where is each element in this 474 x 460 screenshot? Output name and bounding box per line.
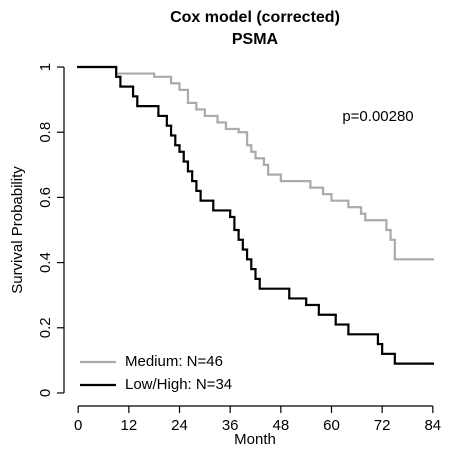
y-tick-label: 0.2 bbox=[37, 317, 54, 338]
legend-label: Low/High: N=34 bbox=[125, 376, 232, 393]
x-tick-label: 36 bbox=[222, 417, 239, 434]
x-tick-label: 72 bbox=[374, 417, 391, 434]
x-axis-label: Month bbox=[234, 431, 276, 448]
x-tick-label: 60 bbox=[323, 417, 340, 434]
x-tick-label: 24 bbox=[171, 417, 188, 434]
y-tick-label: 1 bbox=[37, 63, 54, 71]
y-tick-label: 0.8 bbox=[37, 122, 54, 143]
y-tick-label: 0.4 bbox=[37, 252, 54, 273]
chart-subtitle: PSMA bbox=[232, 31, 279, 48]
x-tick-label: 12 bbox=[121, 417, 138, 434]
y-tick-label: 0.6 bbox=[37, 187, 54, 208]
y-axis-label: Survival Probability bbox=[9, 166, 26, 294]
chart-title: Cox model (corrected) bbox=[170, 9, 340, 26]
x-tick-label: 0 bbox=[74, 417, 82, 434]
legend-label: Medium: N=46 bbox=[125, 353, 223, 370]
y-tick-label: 0 bbox=[37, 389, 54, 397]
x-tick-label: 48 bbox=[272, 417, 289, 434]
annotation: p=0.00280 bbox=[342, 108, 413, 125]
x-tick-label: 84 bbox=[424, 417, 441, 434]
